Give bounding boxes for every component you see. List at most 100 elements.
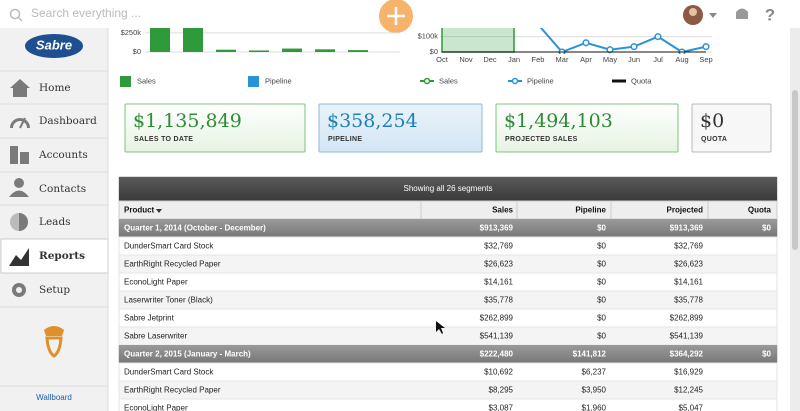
table-cell: $32,769 [674, 242, 703, 251]
avatar-dropdown[interactable] [709, 13, 717, 18]
y-tick-label: $0 [430, 47, 438, 56]
reports-icon [9, 248, 29, 266]
table-cell: $1,960 [582, 404, 607, 411]
section-cell: $0 [597, 224, 606, 233]
nav-reports[interactable]: Reports [39, 250, 85, 262]
table-cell: $3,950 [582, 386, 607, 395]
nav-contacts[interactable]: Contacts [39, 183, 86, 195]
x-tick-label: Feb [532, 55, 545, 64]
section-cell: $913,369 [480, 224, 514, 233]
table-cell: EarthRight Recycled Paper [124, 260, 221, 269]
table-cell: $5,047 [679, 404, 704, 411]
section-cell: $364,292 [670, 350, 704, 359]
point [582, 39, 590, 47]
legend-label: Pipeline [265, 76, 292, 85]
kpi-label: QUOTA [701, 136, 727, 143]
x-tick-label: Apr [580, 55, 592, 64]
nav [0, 70, 108, 308]
kpi-label: PIPELINE [328, 136, 362, 143]
section-cell: Quarter 2, 2015 (January - March) [124, 350, 251, 359]
table-cell: Sabre Jetprint [124, 314, 175, 323]
nav-active [0, 238, 109, 274]
section-cell: $141,812 [573, 350, 607, 359]
section-cell: $0 [762, 350, 771, 359]
table-cell: $8,295 [489, 386, 514, 395]
column-header: Quota [748, 206, 772, 215]
table-cell: $0 [597, 278, 606, 287]
acorn-body [45, 336, 63, 358]
contacts-icon [14, 178, 24, 188]
notifications-icon[interactable] [736, 8, 748, 20]
search-input[interactable]: Search everything ... [31, 6, 141, 20]
table-cell: $16,929 [674, 368, 703, 377]
bar [183, 28, 203, 52]
logo-badge [25, 34, 83, 58]
kpi-value: $1,494,103 [504, 110, 613, 132]
x-tick-label: Aug [675, 55, 688, 64]
x-tick-label: Jul [653, 55, 663, 64]
x-tick-label: Jan [508, 55, 520, 64]
x-tick-label: Dec [483, 55, 497, 64]
column-header: Pipeline [575, 206, 606, 215]
kpi-label: PROJECTED SALES [505, 136, 578, 143]
table-cell: EconoLight Paper [124, 278, 188, 287]
section-cell: $222,480 [480, 350, 514, 359]
contacts-icon [9, 190, 29, 197]
home-icon [10, 79, 30, 97]
wallboard-link[interactable]: Wallboard [36, 393, 72, 402]
table-cell: $0 [597, 260, 606, 269]
help-icon[interactable]: ? [765, 5, 775, 24]
bar [150, 28, 170, 52]
kpi-label: SALES TO DATE [134, 136, 193, 143]
section-cell: $913,369 [670, 224, 704, 233]
area [441, 28, 515, 53]
accounts-icon [10, 146, 18, 164]
kpi-card [691, 103, 772, 153]
accounts-icon [20, 152, 29, 164]
nav-leads[interactable]: Leads [39, 216, 71, 228]
table-cell: $32,769 [484, 242, 513, 251]
dashboard-needle [19, 117, 26, 129]
kpi-card [495, 103, 679, 153]
avatar-face [689, 8, 697, 16]
table-body: Product Sales Pipeline Projected Quota Quarte… [118, 206, 778, 411]
bar-plot [150, 28, 368, 52]
legend-label: Pipeline [527, 76, 554, 85]
section-cell: Quarter 1, 2014 (October - December) [124, 224, 266, 233]
legend-marker [511, 77, 519, 85]
logo: Sabre [36, 37, 72, 52]
kpi-value: $1,135,849 [133, 110, 242, 132]
section-cell: $0 [762, 224, 771, 233]
scrollbar-thumb[interactable] [792, 90, 798, 250]
nav-accounts[interactable]: Accounts [38, 149, 88, 161]
column-seps [420, 201, 709, 219]
table-cell: $6,237 [582, 368, 607, 377]
table-cell: $35,778 [674, 296, 703, 305]
bar [216, 49, 236, 52]
legend-swatch [248, 76, 259, 87]
table-cell: $262,899 [480, 314, 514, 323]
search-icon [9, 8, 21, 20]
column-header: Sales [492, 206, 513, 215]
table-cell: $262,899 [670, 314, 704, 323]
leads-icon [19, 213, 28, 231]
table-cell: $0 [597, 296, 606, 305]
bar [282, 48, 302, 52]
sort-icon[interactable] [156, 209, 162, 213]
column-header: Product [124, 206, 155, 215]
search-icon-handle [17, 16, 23, 22]
x-tick-label: May [603, 55, 617, 64]
bar [249, 50, 269, 52]
column-header: Projected [667, 206, 704, 215]
table-cell: $14,161 [484, 278, 513, 287]
nav-setup[interactable]: Setup [39, 284, 70, 296]
table-cell: $26,623 [484, 260, 513, 269]
table-cell: $541,139 [480, 332, 514, 341]
kpi-card [318, 103, 483, 153]
nav-dashboard[interactable]: Dashboard [39, 115, 97, 127]
nav-home[interactable]: Home [39, 82, 71, 94]
add-icon [387, 7, 405, 25]
table-cell: $14,161 [674, 278, 703, 287]
table-row [118, 398, 778, 411]
